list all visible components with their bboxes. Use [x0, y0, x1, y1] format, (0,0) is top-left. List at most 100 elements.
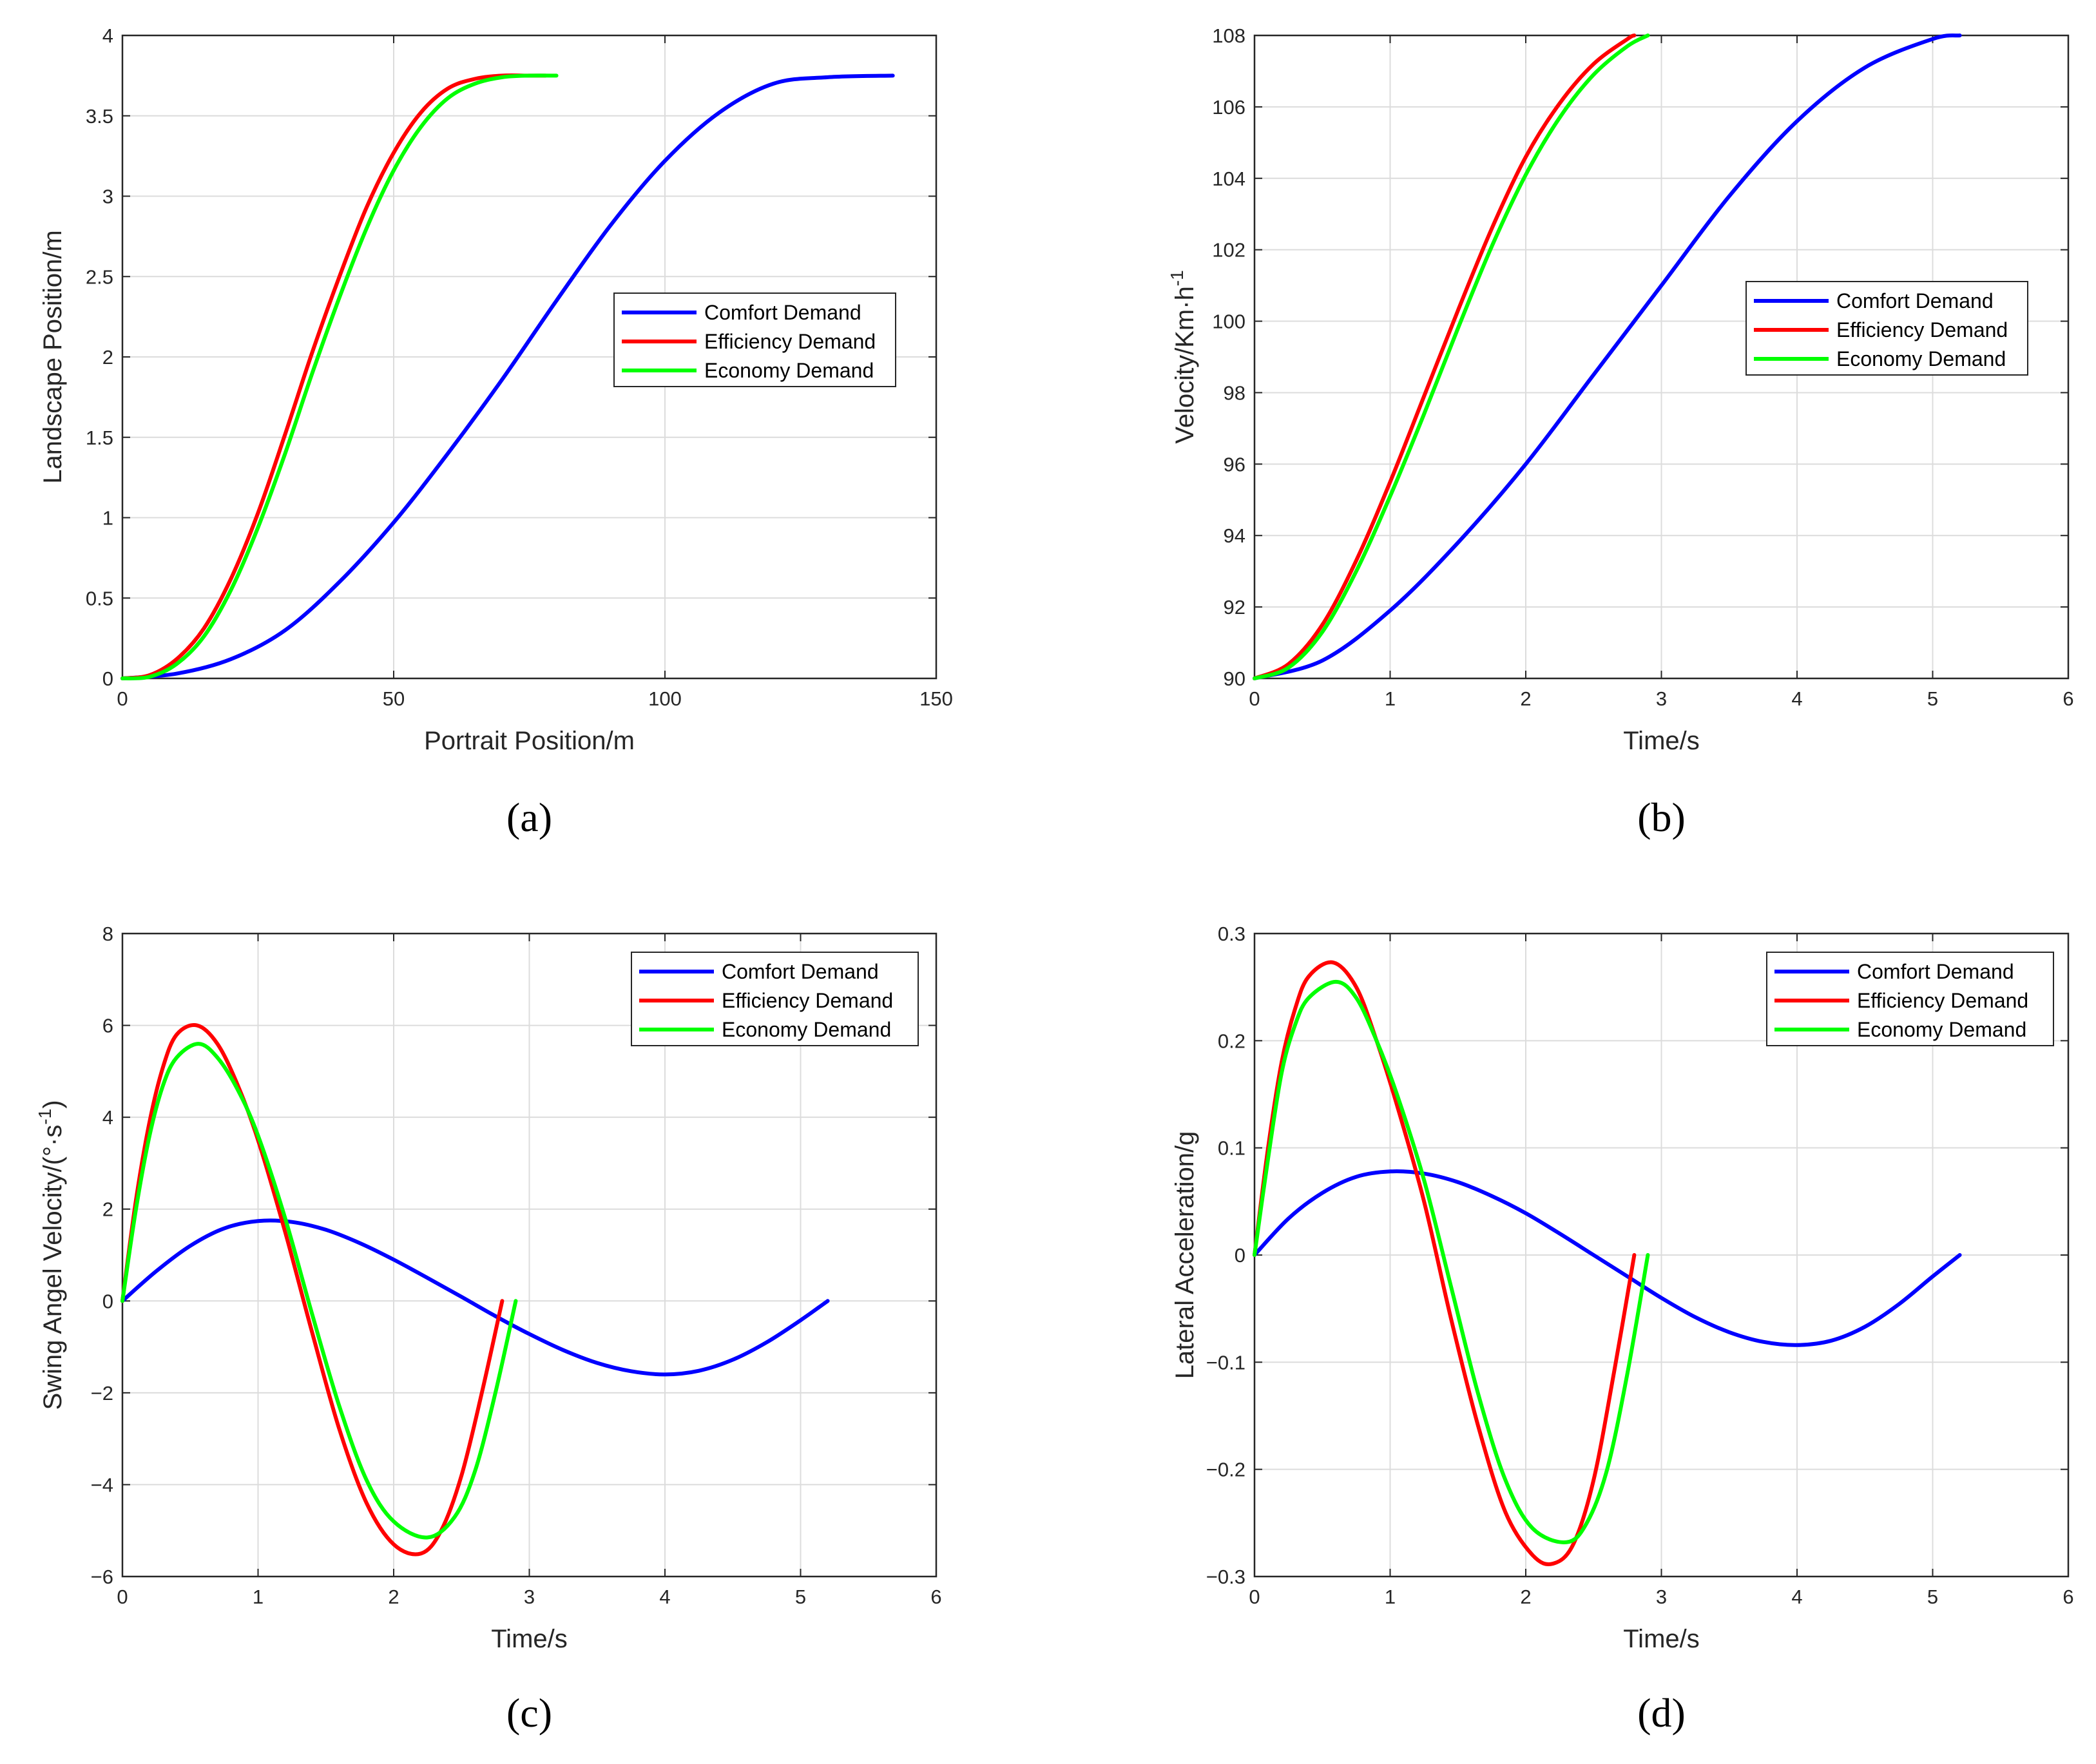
- y-tick-label: 4: [102, 24, 113, 47]
- x-tick-label: 2: [1520, 687, 1531, 710]
- y-tick-label: 0: [1235, 1244, 1245, 1267]
- legend-label: Economy Demand: [1836, 347, 2006, 370]
- legend: Comfort Demand Efficiency Demand Economy D…: [1745, 281, 2028, 376]
- x-tick-label: 1: [1385, 1586, 1396, 1608]
- x-tick-label: 6: [2062, 1586, 2073, 1608]
- x-tick-label: 5: [1927, 1586, 1938, 1608]
- efficiency-demand-line: [1253, 960, 1637, 1566]
- y-tick-label: 2.5: [86, 265, 113, 288]
- y-tick-label: 92: [1224, 596, 1245, 618]
- y-tick-label: 102: [1212, 239, 1245, 262]
- x-tick-label: 150: [919, 687, 953, 710]
- comfort-demand-line: [1253, 33, 1962, 680]
- y-tick-label: −4: [91, 1473, 113, 1496]
- chart-panel-3: 0 1 2 3 4 5 6 −0.3 −0.2 −0.1 0 0.1 0.2 0.3 Time/s Later…: [1171, 923, 2074, 1736]
- chart-panel-2: 0 1 2 3 4 5 6 −6 −4 −2 0 2 4 6 8 Time/s Swing Angel Velo…: [35, 923, 942, 1736]
- y-axis-label-text: Lateral Acceleration/g: [1171, 1131, 1199, 1379]
- legend-label: Efficiency Demand: [1857, 989, 2028, 1012]
- comfort-demand-line: [1253, 1169, 1962, 1347]
- y-tick-label: 108: [1212, 24, 1245, 47]
- legend-label: Economy Demand: [704, 359, 874, 382]
- legend: Comfort Demand Efficiency Demand Economy D…: [613, 292, 896, 387]
- y-tick-label: 106: [1212, 96, 1245, 119]
- legend-label: Economy Demand: [1857, 1018, 2026, 1041]
- y-tick-label: 0.1: [1218, 1137, 1245, 1160]
- y-tick-label: 90: [1224, 667, 1245, 690]
- x-tick-label: 4: [659, 1586, 670, 1608]
- panel-label: (a): [506, 794, 552, 840]
- y-tick-label: 0.3: [1218, 923, 1245, 945]
- y-tick-label: 2: [102, 1198, 113, 1221]
- y-tick-label: 8: [102, 923, 113, 945]
- x-tick-label: 5: [1927, 687, 1938, 710]
- y-tick-label: 0: [102, 1290, 113, 1312]
- x-tick-label: 2: [1520, 1586, 1531, 1608]
- y-tick-label: 1: [102, 507, 113, 530]
- legend-label: Comfort Demand: [1836, 289, 1994, 312]
- y-axis-label: Landscape Position/m: [39, 230, 67, 484]
- x-axis-label: Time/s: [491, 1625, 568, 1653]
- efficiency-demand-line: [120, 73, 548, 680]
- comfort-demand-line: [120, 1218, 830, 1377]
- legend-label: Efficiency Demand: [722, 989, 893, 1012]
- x-tick-label: 1: [253, 1586, 264, 1608]
- y-tick-label: 104: [1212, 168, 1245, 190]
- y-axis-label-suffix: ): [39, 1100, 67, 1108]
- y-tick-label: −0.1: [1206, 1351, 1245, 1374]
- y-axis-label-text: Landscape Position/m: [39, 230, 67, 484]
- x-tick-label: 4: [1791, 1586, 1802, 1608]
- economy-demand-line: [120, 73, 559, 681]
- x-tick-label: 50: [383, 687, 405, 710]
- panel-label: (c): [506, 1690, 552, 1736]
- economy-demand-line: [1253, 979, 1650, 1544]
- comfort-demand-line: [120, 73, 895, 680]
- x-tick-label: 3: [1656, 1586, 1667, 1608]
- y-tick-label: 3.5: [86, 105, 113, 128]
- y-tick-label: 96: [1224, 453, 1245, 475]
- y-tick-label: 100: [1212, 311, 1245, 333]
- economy-demand-line: [120, 1042, 518, 1540]
- y-tick-label: 98: [1224, 381, 1245, 404]
- x-tick-label: 1: [1385, 687, 1396, 710]
- x-axis-label: Time/s: [1623, 727, 1700, 755]
- y-tick-label: 1.5: [86, 427, 113, 449]
- legend-label: Comfort Demand: [1857, 960, 2014, 983]
- legend-label: Comfort Demand: [704, 301, 861, 324]
- y-axis-label-text: Velocity/Km·h: [1171, 286, 1199, 444]
- legend-label: Comfort Demand: [722, 960, 879, 983]
- y-tick-label: −0.2: [1206, 1459, 1245, 1481]
- x-tick-label: 0: [117, 687, 128, 710]
- y-tick-label: −6: [91, 1566, 113, 1588]
- x-tick-label: 5: [795, 1586, 806, 1608]
- y-axis-label: Swing Angel Velocity/(°·s-1): [35, 1100, 67, 1410]
- y-axis-label: Velocity/Km·h-1: [1167, 270, 1199, 443]
- y-tick-label: 3: [102, 186, 113, 208]
- y-tick-label: 2: [102, 346, 113, 369]
- chart-panel-1: 0 1 2 3 4 5 6 90 92 94 96 98 100 102 104 106 108 Time/s Ve…: [1167, 24, 2074, 840]
- y-tick-label: 94: [1224, 524, 1245, 547]
- x-tick-label: 0: [1249, 1586, 1260, 1608]
- x-tick-label: 6: [930, 1586, 941, 1608]
- panel-label: (d): [1637, 1690, 1686, 1736]
- legend-label: Efficiency Demand: [1836, 318, 2008, 341]
- y-tick-label: 6: [102, 1015, 113, 1037]
- y-axis-label-superscript: -1: [35, 1109, 55, 1125]
- x-axis-label: Portrait Position/m: [424, 727, 635, 755]
- panel-label: (b): [1637, 794, 1686, 840]
- y-tick-label: −2: [91, 1382, 113, 1404]
- efficiency-demand-line: [120, 1023, 505, 1557]
- x-tick-label: 3: [1656, 687, 1667, 710]
- y-axis-label-superscript: -1: [1167, 270, 1187, 286]
- legend: Comfort Demand Efficiency Demand Economy D…: [1766, 952, 2054, 1046]
- x-tick-label: 3: [524, 1586, 535, 1608]
- x-tick-label: 6: [2062, 687, 2073, 710]
- y-tick-label: −0.3: [1206, 1566, 1245, 1588]
- y-tick-label: 0.5: [86, 587, 113, 609]
- y-axis-label: Lateral Acceleration/g: [1171, 1131, 1199, 1379]
- x-tick-label: 0: [117, 1586, 128, 1608]
- legend-label: Efficiency Demand: [704, 330, 876, 353]
- chart-panel-0: 0 50 100 150 0 0.5 1 1.5 2 2.5 3 3.5 4 Portrait Posit…: [39, 24, 953, 840]
- efficiency-demand-line: [1253, 34, 1637, 680]
- legend: Comfort Demand Efficiency Demand Economy D…: [631, 952, 919, 1046]
